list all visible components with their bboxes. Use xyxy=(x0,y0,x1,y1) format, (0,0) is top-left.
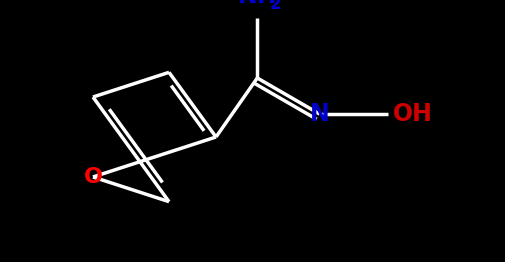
Text: 2: 2 xyxy=(270,0,281,13)
Text: OH: OH xyxy=(393,102,432,126)
Text: NH: NH xyxy=(237,0,277,8)
Text: N: N xyxy=(310,102,330,126)
Text: O: O xyxy=(83,167,103,187)
